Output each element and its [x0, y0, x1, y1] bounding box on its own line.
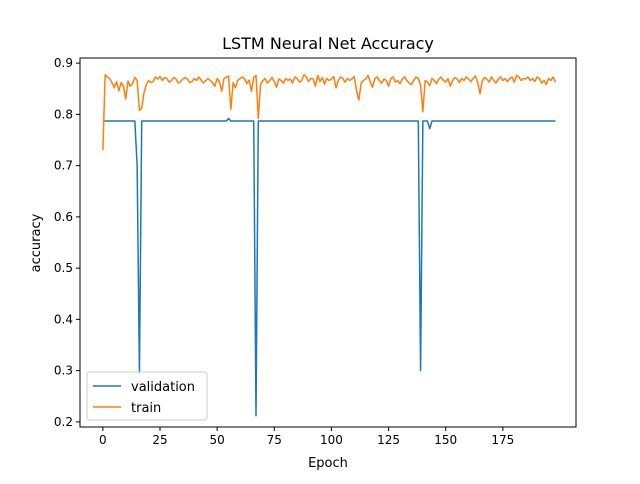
x-tick-label: 175 [491, 433, 514, 447]
y-tick-label: 0.8 [54, 107, 73, 121]
plot-frame [79, 57, 577, 428]
y-tick-label: 0.3 [54, 364, 73, 378]
legend-label-train: train [131, 401, 161, 416]
legend: validation train [86, 371, 208, 421]
legend-box [86, 371, 208, 421]
y-tick-label: 0.9 [54, 56, 73, 70]
y-tick-label: 0.2 [54, 415, 73, 429]
series-line-train [102, 74, 557, 151]
x-tick-label: 25 [152, 433, 167, 447]
series-line-validation [102, 117, 556, 417]
x-tick-label: 125 [377, 433, 400, 447]
y-tick-label: 0.7 [54, 159, 73, 173]
y-tick-label: 0.5 [54, 261, 73, 275]
x-tick-label: 75 [267, 433, 282, 447]
x-axis-label: Epoch [308, 456, 348, 471]
chart-title: LSTM Neural Net Accuracy [222, 34, 434, 53]
x-tick-label: 100 [320, 433, 343, 447]
x-tick-label: 150 [434, 433, 457, 447]
x-tick-label: 50 [210, 433, 225, 447]
x-axis: 0 25 50 75 100 125 150 175 [99, 427, 514, 447]
y-tick-label: 0.4 [54, 312, 73, 326]
x-tick-label: 0 [99, 433, 107, 447]
y-tick-label: 0.6 [54, 210, 73, 224]
y-axis-label: accuracy [29, 213, 44, 272]
legend-label-validation: validation [131, 380, 195, 395]
y-axis: 0.2 0.3 0.4 0.5 0.6 0.7 0.8 0.9 [54, 56, 80, 429]
plot-lines [102, 74, 557, 417]
